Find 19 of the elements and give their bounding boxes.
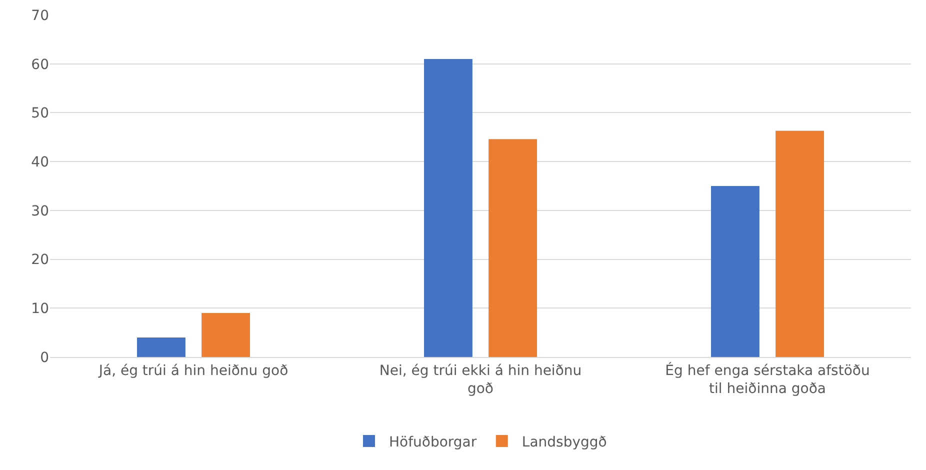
y-tick-label: 40 [31,154,49,170]
x-tick-label: Nei, ég trúi ekki á hin heiðnu goð [379,362,582,397]
bar [711,186,760,357]
legend-label: Landsbyggð [522,434,607,450]
y-tick-label: 20 [31,252,49,268]
y-tick-label: 0 [40,350,49,366]
bar [424,58,472,357]
x-tick-label: Ég hef enga sérstaka afstöðu til heiðinna goða [665,362,870,397]
bar [776,130,824,357]
y-tick-label: 30 [31,203,49,220]
y-tick-label: 10 [31,301,49,318]
y-tick-label: 70 [31,8,49,24]
y-tick-label: 50 [31,106,49,122]
y-tick-label: 60 [31,56,49,73]
x-tick-label: Já, ég trúi á hin heiðnu goð [98,362,288,379]
legend-label: Höfuðborgar [389,434,477,450]
bar [488,139,537,357]
bar [202,313,250,357]
bar [137,337,186,357]
